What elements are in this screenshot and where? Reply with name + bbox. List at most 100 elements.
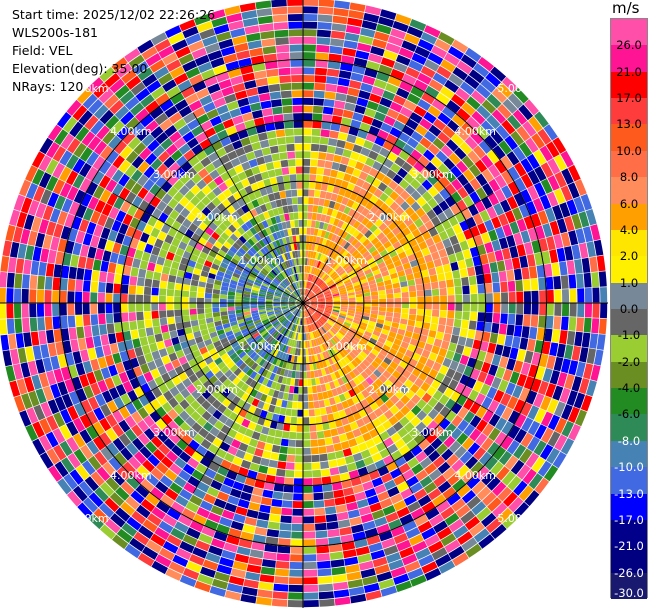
velocity-gate bbox=[477, 222, 488, 235]
velocity-gate bbox=[303, 386, 308, 394]
velocity-gate bbox=[258, 307, 266, 310]
velocity-gate bbox=[315, 60, 328, 68]
velocity-gate bbox=[38, 261, 47, 276]
velocity-gate bbox=[183, 482, 197, 494]
velocity-gate bbox=[179, 574, 197, 587]
velocity-gate bbox=[328, 282, 336, 288]
velocity-gate bbox=[80, 244, 90, 257]
velocity-gate bbox=[393, 573, 410, 585]
velocity-gate bbox=[90, 382, 101, 396]
velocity-gate bbox=[253, 281, 262, 287]
velocity-gate bbox=[271, 598, 288, 607]
velocity-gate bbox=[315, 174, 323, 183]
velocity-gate bbox=[337, 318, 345, 324]
velocity-gate bbox=[343, 321, 352, 327]
velocity-gate bbox=[265, 362, 272, 371]
velocity-gate bbox=[404, 330, 413, 338]
velocity-gate bbox=[340, 384, 348, 393]
velocity-gate bbox=[166, 296, 174, 303]
velocity-gate bbox=[451, 498, 466, 512]
velocity-gate bbox=[545, 207, 556, 223]
velocity-gate bbox=[273, 22, 289, 30]
velocity-gate bbox=[310, 297, 317, 301]
velocity-gate bbox=[279, 316, 286, 322]
velocity-gate bbox=[9, 380, 21, 397]
velocity-gate bbox=[246, 564, 262, 574]
velocity-gate bbox=[317, 298, 325, 301]
velocity-gate bbox=[210, 538, 226, 549]
velocity-gate bbox=[498, 213, 509, 227]
velocity-gate bbox=[206, 394, 217, 405]
velocity-gate bbox=[577, 303, 585, 318]
velocity-gate bbox=[560, 316, 569, 331]
velocity-gate bbox=[330, 474, 341, 483]
velocity-gate bbox=[526, 153, 540, 170]
velocity-gate bbox=[382, 275, 391, 282]
velocity-gate bbox=[288, 584, 303, 592]
velocity-gate bbox=[59, 303, 67, 316]
velocity-gate bbox=[579, 242, 589, 259]
velocity-gate bbox=[440, 340, 450, 350]
velocity-gate bbox=[221, 208, 231, 218]
velocity-gate bbox=[417, 72, 432, 85]
velocity-gate bbox=[333, 299, 341, 302]
velocity-gate bbox=[510, 459, 525, 475]
velocity-gate bbox=[322, 375, 329, 384]
velocity-gate bbox=[60, 315, 68, 329]
velocity-gate bbox=[473, 145, 486, 159]
velocity-gate bbox=[459, 81, 475, 96]
velocity-gate bbox=[122, 235, 132, 247]
velocity-gate bbox=[354, 241, 362, 249]
velocity-gate bbox=[195, 132, 208, 144]
velocity-gate bbox=[354, 195, 364, 204]
velocity-gate bbox=[389, 101, 403, 113]
velocity-gate bbox=[451, 178, 463, 191]
velocity-gate bbox=[166, 345, 175, 355]
velocity-gate bbox=[288, 303, 296, 305]
velocity-gate bbox=[230, 157, 241, 168]
velocity-gate bbox=[491, 239, 501, 252]
velocity-gate bbox=[303, 158, 311, 166]
velocity-gate bbox=[279, 326, 286, 334]
velocity-gate bbox=[218, 222, 228, 232]
velocity-gate bbox=[364, 330, 372, 338]
velocity-gate bbox=[289, 297, 296, 301]
velocity-gate bbox=[374, 484, 387, 495]
velocity-gate bbox=[181, 161, 193, 173]
velocity-gate bbox=[461, 537, 478, 552]
velocity-gate bbox=[82, 233, 93, 246]
velocity-gate bbox=[59, 424, 72, 440]
velocity-gate bbox=[137, 320, 145, 330]
velocity-gate bbox=[303, 333, 305, 341]
velocity-gate bbox=[75, 126, 90, 142]
velocity-gate bbox=[309, 294, 316, 299]
velocity-gate bbox=[500, 435, 514, 450]
velocity-gate bbox=[86, 425, 99, 440]
velocity-gate bbox=[459, 354, 470, 366]
velocity-gate bbox=[174, 283, 183, 291]
velocity-gate bbox=[250, 303, 258, 306]
velocity-gate bbox=[330, 428, 339, 437]
velocity-gate bbox=[432, 72, 448, 86]
velocity-gate bbox=[359, 425, 369, 435]
velocity-gate bbox=[296, 309, 300, 317]
velocity-gate bbox=[339, 289, 347, 294]
velocity-gate bbox=[424, 220, 435, 231]
velocity-gate bbox=[297, 189, 303, 197]
velocity-gate bbox=[308, 292, 314, 298]
velocity-gate bbox=[327, 241, 334, 249]
velocity-gate bbox=[409, 112, 423, 124]
velocity-gate bbox=[166, 507, 181, 521]
velocity-gate bbox=[506, 269, 515, 282]
velocity-gate bbox=[247, 349, 255, 357]
velocity-gate bbox=[371, 86, 385, 97]
velocity-gate bbox=[386, 108, 400, 120]
velocity-gate bbox=[120, 303, 128, 313]
velocity-gate bbox=[358, 90, 371, 100]
velocity-gate bbox=[346, 267, 354, 274]
velocity-gate bbox=[504, 455, 519, 470]
velocity-gate bbox=[378, 16, 395, 28]
velocity-gate bbox=[258, 303, 265, 306]
velocity-gate bbox=[352, 229, 360, 238]
velocity-gate bbox=[523, 376, 535, 390]
